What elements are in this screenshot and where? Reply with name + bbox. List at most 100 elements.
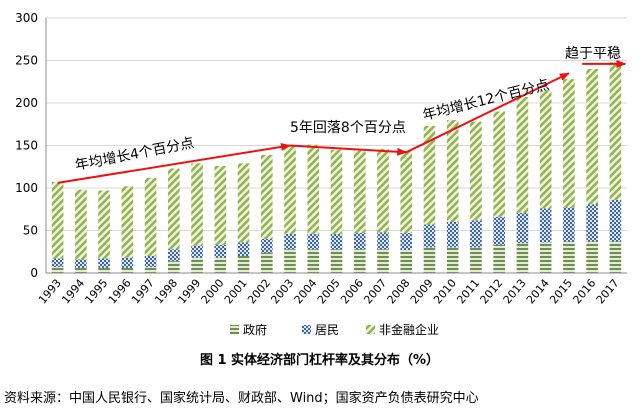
leverage-chart: 0501001502002503001993199419951996199719… (15, 11, 627, 337)
legend-swatch (302, 325, 311, 334)
bar-household (446, 222, 459, 248)
bar-household (307, 233, 320, 250)
bar-government (191, 257, 203, 273)
trend-arrows (57, 59, 627, 184)
x-tick-label: 2017 (594, 277, 622, 307)
x-tick-label: 2015 (547, 277, 575, 307)
bar-enterprise (353, 150, 366, 234)
bar-government (144, 267, 157, 273)
bar-government (121, 267, 134, 273)
bar-government (98, 267, 110, 273)
bar-government (353, 249, 366, 273)
bar-enterprise (98, 190, 110, 259)
x-tick-label: 2014 (524, 277, 552, 307)
x-tick-label: 1994 (59, 277, 87, 307)
x-tick-label: 2002 (245, 277, 273, 307)
bar-household (330, 233, 343, 250)
bar-enterprise (214, 165, 227, 245)
x-tick-label: 2010 (431, 277, 459, 307)
source-note: 资料来源：中国人民银行、国家统计局、财政部、Wind；国家资产负债表研究中心 (4, 391, 479, 406)
bar-enterprise (51, 182, 64, 259)
bar-household (609, 199, 622, 242)
trend-arrow (405, 72, 570, 154)
bar-government (493, 244, 505, 273)
y-tick-label: 0 (30, 266, 38, 280)
bar-household (260, 239, 273, 253)
bar-household (539, 208, 552, 243)
x-tick-label: 1999 (175, 277, 203, 307)
bar-enterprise (330, 149, 343, 234)
bar-government (400, 250, 413, 273)
x-tick-label: 2016 (570, 277, 598, 307)
bar-household (168, 249, 180, 262)
bar-household (214, 244, 227, 258)
bar-government (516, 243, 529, 273)
bar-government (586, 241, 598, 273)
bar-enterprise (260, 154, 273, 239)
x-tick-label: 1996 (106, 277, 134, 307)
x-tick-label: 1995 (82, 277, 110, 307)
bar-household (470, 220, 482, 248)
bar-enterprise (191, 163, 203, 246)
trend-annotation: 年均增长4个百分点 (74, 135, 196, 174)
x-tick-label: 2012 (478, 277, 506, 307)
bar-government (168, 261, 180, 273)
bar-enterprise (121, 186, 134, 258)
bar-household (516, 212, 529, 244)
x-tick-label: 2007 (361, 277, 389, 307)
x-tick-label: 2000 (199, 277, 227, 307)
trend-annotation: 5年回落8个百分点 (290, 120, 406, 136)
trend-arrow (289, 144, 408, 156)
x-tick-label: 2009 (408, 277, 436, 307)
bar-enterprise (516, 97, 529, 213)
bar-government (377, 249, 389, 273)
x-tick-label: 2008 (385, 277, 413, 307)
bar-household (51, 258, 64, 268)
bar-government (284, 249, 296, 273)
x-tick-label: 2001 (222, 277, 250, 307)
bar-enterprise (400, 151, 413, 234)
x-tick-label: 2011 (454, 277, 482, 307)
bar-household (75, 259, 87, 268)
x-tick-label: 1997 (129, 277, 157, 307)
bar-government (563, 241, 575, 273)
legend-label: 政府 (243, 322, 267, 337)
x-tick-label: 2005 (315, 277, 343, 307)
bars (51, 62, 622, 273)
bar-enterprise (75, 189, 87, 260)
bar-household (400, 233, 413, 251)
x-tick-label: 2004 (292, 277, 320, 307)
bar-enterprise (609, 62, 622, 200)
bar-government (539, 242, 552, 273)
bar-government (51, 267, 64, 273)
bar-government (446, 247, 459, 273)
bar-government (214, 257, 227, 273)
bar-household (98, 258, 110, 268)
bar-household (353, 233, 366, 250)
bar-household (377, 232, 389, 250)
bar-enterprise (470, 121, 482, 221)
bar-government (609, 241, 622, 273)
trend-annotation: 趋于平稳 (565, 46, 621, 62)
bar-enterprise (168, 168, 180, 250)
figure-caption: 图 1 实体经济部门杠杆率及其分布（%） (199, 353, 440, 368)
bar-enterprise (586, 69, 598, 205)
y-tick-label: 100 (15, 181, 38, 195)
bar-enterprise (423, 125, 436, 225)
bar-enterprise (563, 79, 575, 208)
legend-swatch (366, 325, 375, 334)
bar-household (121, 257, 134, 268)
y-tick-label: 300 (15, 11, 38, 25)
bar-enterprise (284, 145, 296, 234)
trend-arrow (57, 142, 292, 184)
bar-government (423, 247, 436, 273)
bar-government (260, 252, 273, 273)
bar-government (307, 249, 320, 273)
x-tick-label: 1998 (152, 277, 180, 307)
bar-government (237, 256, 250, 273)
x-tick-label: 2006 (338, 277, 366, 307)
bar-household (563, 207, 575, 242)
y-tick-label: 50 (23, 224, 38, 238)
bar-household (586, 204, 598, 242)
